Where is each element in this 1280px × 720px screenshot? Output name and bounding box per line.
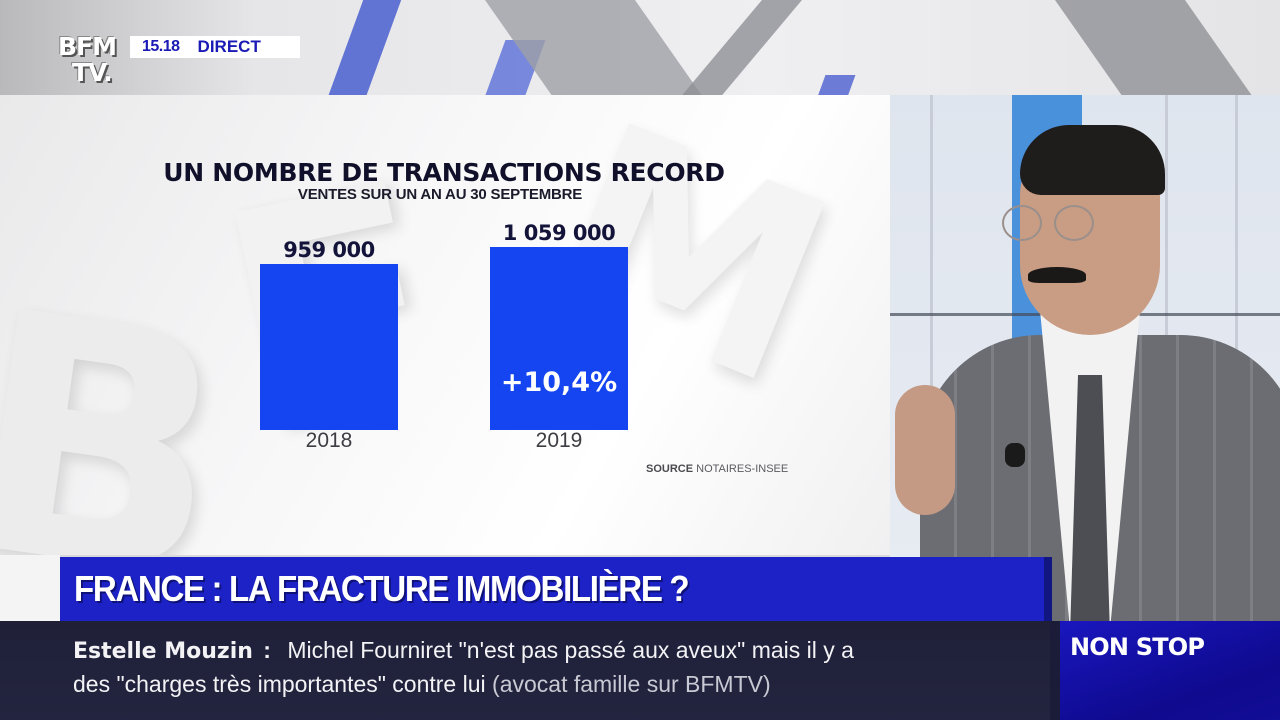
presenter-mustache [1028, 267, 1086, 283]
headline-text: FRANCE : LA FRACTURE IMMOBILIÈRE ? [74, 568, 690, 609]
channel-logo: BFM TV. [58, 34, 124, 94]
news-ticker: Estelle Mouzin : Michel Fourniret "n'est… [0, 621, 1050, 720]
ticker-quote-line-2: des "charges très importantes" contre lu… [73, 671, 486, 697]
bar-2018 [260, 264, 398, 430]
bar-year-label: 2018 [305, 429, 353, 452]
program-label-box: NON STOP [1050, 621, 1280, 720]
ticker-line-1: Estelle Mouzin : Michel Fourniret "n'est… [73, 634, 1050, 668]
bar-column-2018: 959 000 [260, 238, 398, 430]
source-prefix: SOURCE [646, 463, 694, 475]
studio-window-frame [930, 95, 933, 625]
ticker-separator: : [263, 637, 271, 663]
presenter-video-feed [890, 95, 1280, 625]
chart-title-text: UN NOMBRE DE TRANSACTIONS RECORD [163, 158, 725, 187]
bar-year-label: 2019 [535, 429, 583, 452]
ticker-attribution: (avocat famille sur BFMTV) [492, 671, 771, 697]
decor-stripe [774, 75, 856, 95]
logo-line-1: BFM [58, 32, 117, 61]
decor-stripe [319, 0, 409, 95]
source-name: NOTAIRES-INSEE [696, 463, 789, 475]
watermark-letter: B [0, 239, 248, 555]
program-label: NON STOP [1070, 633, 1205, 661]
clock-live-box: 15.18 DIRECT [130, 36, 300, 58]
chart-subtitle: VENTES SUR UN AN AU 30 SEPTEMBRE [297, 186, 583, 203]
presenter-glasses [1002, 205, 1132, 245]
bar-value-label: 1 059 000 [502, 221, 616, 245]
logo-line-2: TV. [72, 58, 113, 87]
chart-source: SOURCE NOTAIRES-INSEE [646, 463, 788, 475]
bar-column-2019: 1 059 000 +10,4% [490, 221, 628, 430]
bar-value-label: 959 000 [283, 238, 375, 262]
presenter-hair [1020, 125, 1165, 195]
decor-stripe [1040, 0, 1270, 95]
bar-2019: +10,4% [490, 247, 628, 430]
clock-time: 15.18 [142, 38, 180, 55]
headline-band: FRANCE : LA FRACTURE IMMOBILIÈRE ? [60, 557, 1052, 621]
ticker-quote-line-1: Michel Fourniret "n'est pas passé aux av… [287, 637, 854, 663]
lapel-microphone-icon [1005, 443, 1025, 467]
chart-graphic-panel: B F M UN NOMBRE DE TRANSACTIONS RECORD V… [0, 95, 890, 555]
presenter-hand [895, 385, 955, 515]
headline-left-spacer [0, 555, 60, 621]
growth-annotation: +10,4% [500, 367, 618, 398]
ticker-speaker: Estelle Mouzin [73, 639, 253, 664]
ticker-line-2: des "charges très importantes" contre lu… [73, 668, 1050, 700]
live-label: DIRECT [197, 37, 261, 56]
chart-title: UN NOMBRE DE TRANSACTIONS RECORD [0, 158, 890, 187]
